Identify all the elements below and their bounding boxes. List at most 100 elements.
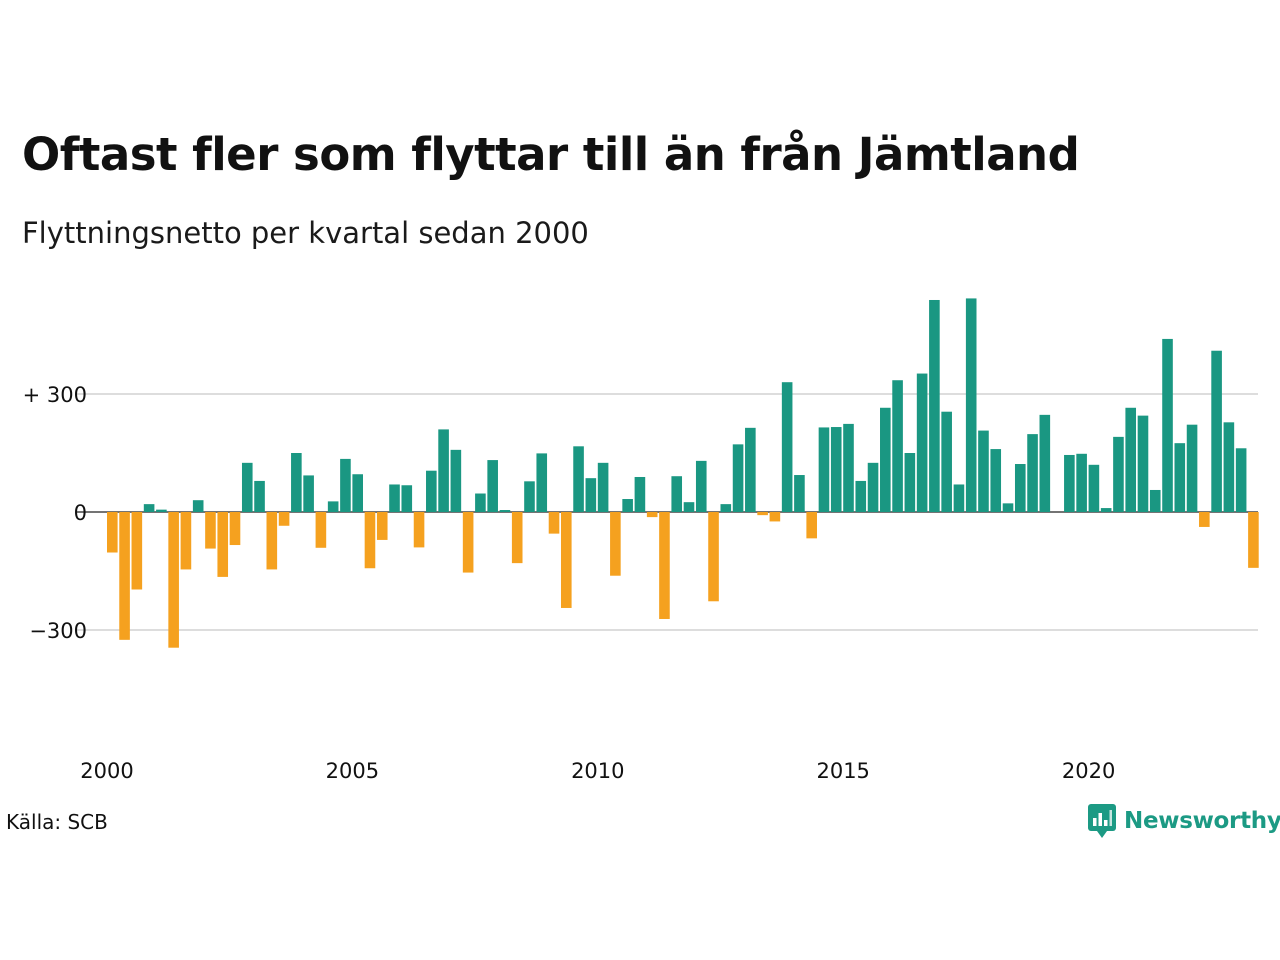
bar-2009-k3 — [573, 446, 584, 512]
bar-2018-k1 — [990, 449, 1002, 512]
bar-2000-k4 — [143, 504, 155, 512]
bar-2014-k1 — [794, 475, 805, 512]
bar-2010-k2 — [610, 512, 621, 576]
y-tick-label: −300 — [29, 619, 87, 643]
bar-2002-k4 — [241, 462, 253, 512]
bar-2019-k1 — [1039, 414, 1051, 512]
bar-2011-k3 — [671, 476, 683, 512]
bar-2022-k2 — [1199, 512, 1210, 527]
bar-2000-k2 — [119, 512, 130, 640]
bar-2006-k2 — [413, 512, 425, 548]
bar-2016-k1 — [892, 380, 903, 512]
bar-2008-k4 — [536, 453, 548, 512]
bar-2022-k4 — [1223, 422, 1235, 512]
bar-2014-k4 — [830, 427, 842, 512]
bar-2009-k4 — [585, 478, 597, 512]
bar-2021-k3 — [1162, 338, 1173, 512]
bar-2012-k2 — [708, 512, 719, 602]
bar-2022-k3 — [1211, 350, 1222, 512]
newsworthy-chat-chart-icon — [1088, 804, 1116, 838]
bar-2003-k1 — [254, 480, 265, 512]
bar-2000-k1 — [107, 512, 118, 553]
bar-2002-k3 — [229, 512, 241, 546]
bar-2014-k3 — [818, 427, 830, 512]
bar-2012-k1 — [695, 460, 707, 512]
bar-2010-k4 — [634, 476, 646, 512]
bar-2007-k4 — [487, 460, 498, 512]
bar-2016-k2 — [904, 453, 916, 512]
bar-2002-k2 — [217, 512, 229, 577]
bar-2002-k1 — [205, 512, 216, 549]
bar-2011-k1 — [646, 512, 658, 518]
bar-2005-k3 — [376, 512, 388, 540]
bar-2011-k2 — [659, 512, 670, 619]
bar-2013-k3 — [769, 512, 781, 522]
bar-2005-k2 — [364, 512, 376, 569]
chart-subtitle: Flyttningsnetto per kvartal sedan 2000 — [22, 216, 589, 250]
bar-2006-k4 — [438, 429, 449, 512]
bar-2004-k1 — [303, 475, 314, 512]
bar-2007-k2 — [462, 512, 474, 573]
bar-2015-k1 — [843, 423, 854, 512]
bar-2007-k1 — [450, 449, 462, 512]
bar-2018-k2 — [1002, 503, 1014, 512]
bar-2010-k3 — [622, 499, 633, 512]
bar-2018-k3 — [1014, 464, 1026, 512]
newsworthy-logo: Newsworthy — [1087, 803, 1280, 839]
bar-2006-k3 — [426, 470, 437, 512]
bar-2019-k4 — [1076, 453, 1087, 512]
x-tick-label: 2005 — [326, 759, 379, 783]
bar-2020-k1 — [1088, 464, 1100, 512]
bar-2007-k3 — [475, 493, 486, 512]
source-note: Källa: SCB — [6, 810, 108, 834]
bar-2001-k2 — [168, 512, 179, 648]
bar-2013-k4 — [781, 382, 793, 512]
bar-2004-k2 — [315, 512, 327, 548]
bar-2012-k3 — [720, 504, 732, 512]
bar-2016-k3 — [916, 373, 928, 512]
bar-2023-k2 — [1248, 512, 1259, 568]
bar-2000-k3 — [131, 512, 143, 590]
bar-2020-k4 — [1125, 407, 1137, 512]
bar-2009-k1 — [548, 512, 560, 534]
bar-2003-k2 — [266, 512, 278, 570]
y-tick-label: 0 — [74, 501, 87, 525]
bar-2003-k4 — [291, 453, 302, 512]
bar-2021-k2 — [1149, 489, 1161, 512]
bar-2005-k4 — [389, 484, 400, 512]
bar-2003-k3 — [278, 512, 290, 526]
bar-2013-k2 — [757, 512, 768, 516]
bar-2001-k3 — [180, 512, 192, 570]
bar-2021-k4 — [1174, 443, 1186, 512]
bar-2008-k3 — [524, 481, 535, 512]
bar-2005-k1 — [352, 474, 363, 512]
bar-2020-k2 — [1100, 508, 1112, 512]
bar-2014-k2 — [806, 512, 817, 539]
bar-2006-k1 — [401, 485, 413, 512]
x-tick-label: 2000 — [80, 759, 133, 783]
bar-2009-k2 — [560, 512, 572, 608]
bar-2001-k1 — [156, 509, 167, 512]
x-tick-label: 2015 — [816, 759, 869, 783]
bar-2016-k4 — [929, 299, 940, 512]
bar-2011-k4 — [683, 502, 695, 512]
bar-2019-k3 — [1064, 454, 1075, 512]
x-tick-label: 2010 — [571, 759, 624, 783]
bar-2020-k3 — [1113, 436, 1124, 512]
x-tick-label: 2020 — [1062, 759, 1115, 783]
bar-2004-k3 — [327, 501, 339, 512]
x-axis-ticks: 2000 2005 2010 2015 2020 — [80, 759, 1115, 783]
bar-2017-k3 — [965, 298, 977, 512]
y-tick-label: + 300 — [23, 383, 87, 407]
bar-2017-k4 — [978, 430, 989, 512]
bar-2001-k4 — [192, 500, 204, 512]
bar-2012-k4 — [732, 444, 744, 512]
bar-2015-k3 — [867, 462, 879, 512]
bar-2015-k2 — [855, 480, 867, 512]
bar-2004-k4 — [340, 458, 351, 512]
chart-title: Oftast fler som flyttar till än från Jäm… — [22, 128, 1080, 181]
y-axis-ticks: + 300 0 −300 — [23, 383, 87, 643]
bar-2010-k1 — [597, 462, 609, 512]
bar-2017-k2 — [953, 484, 965, 512]
